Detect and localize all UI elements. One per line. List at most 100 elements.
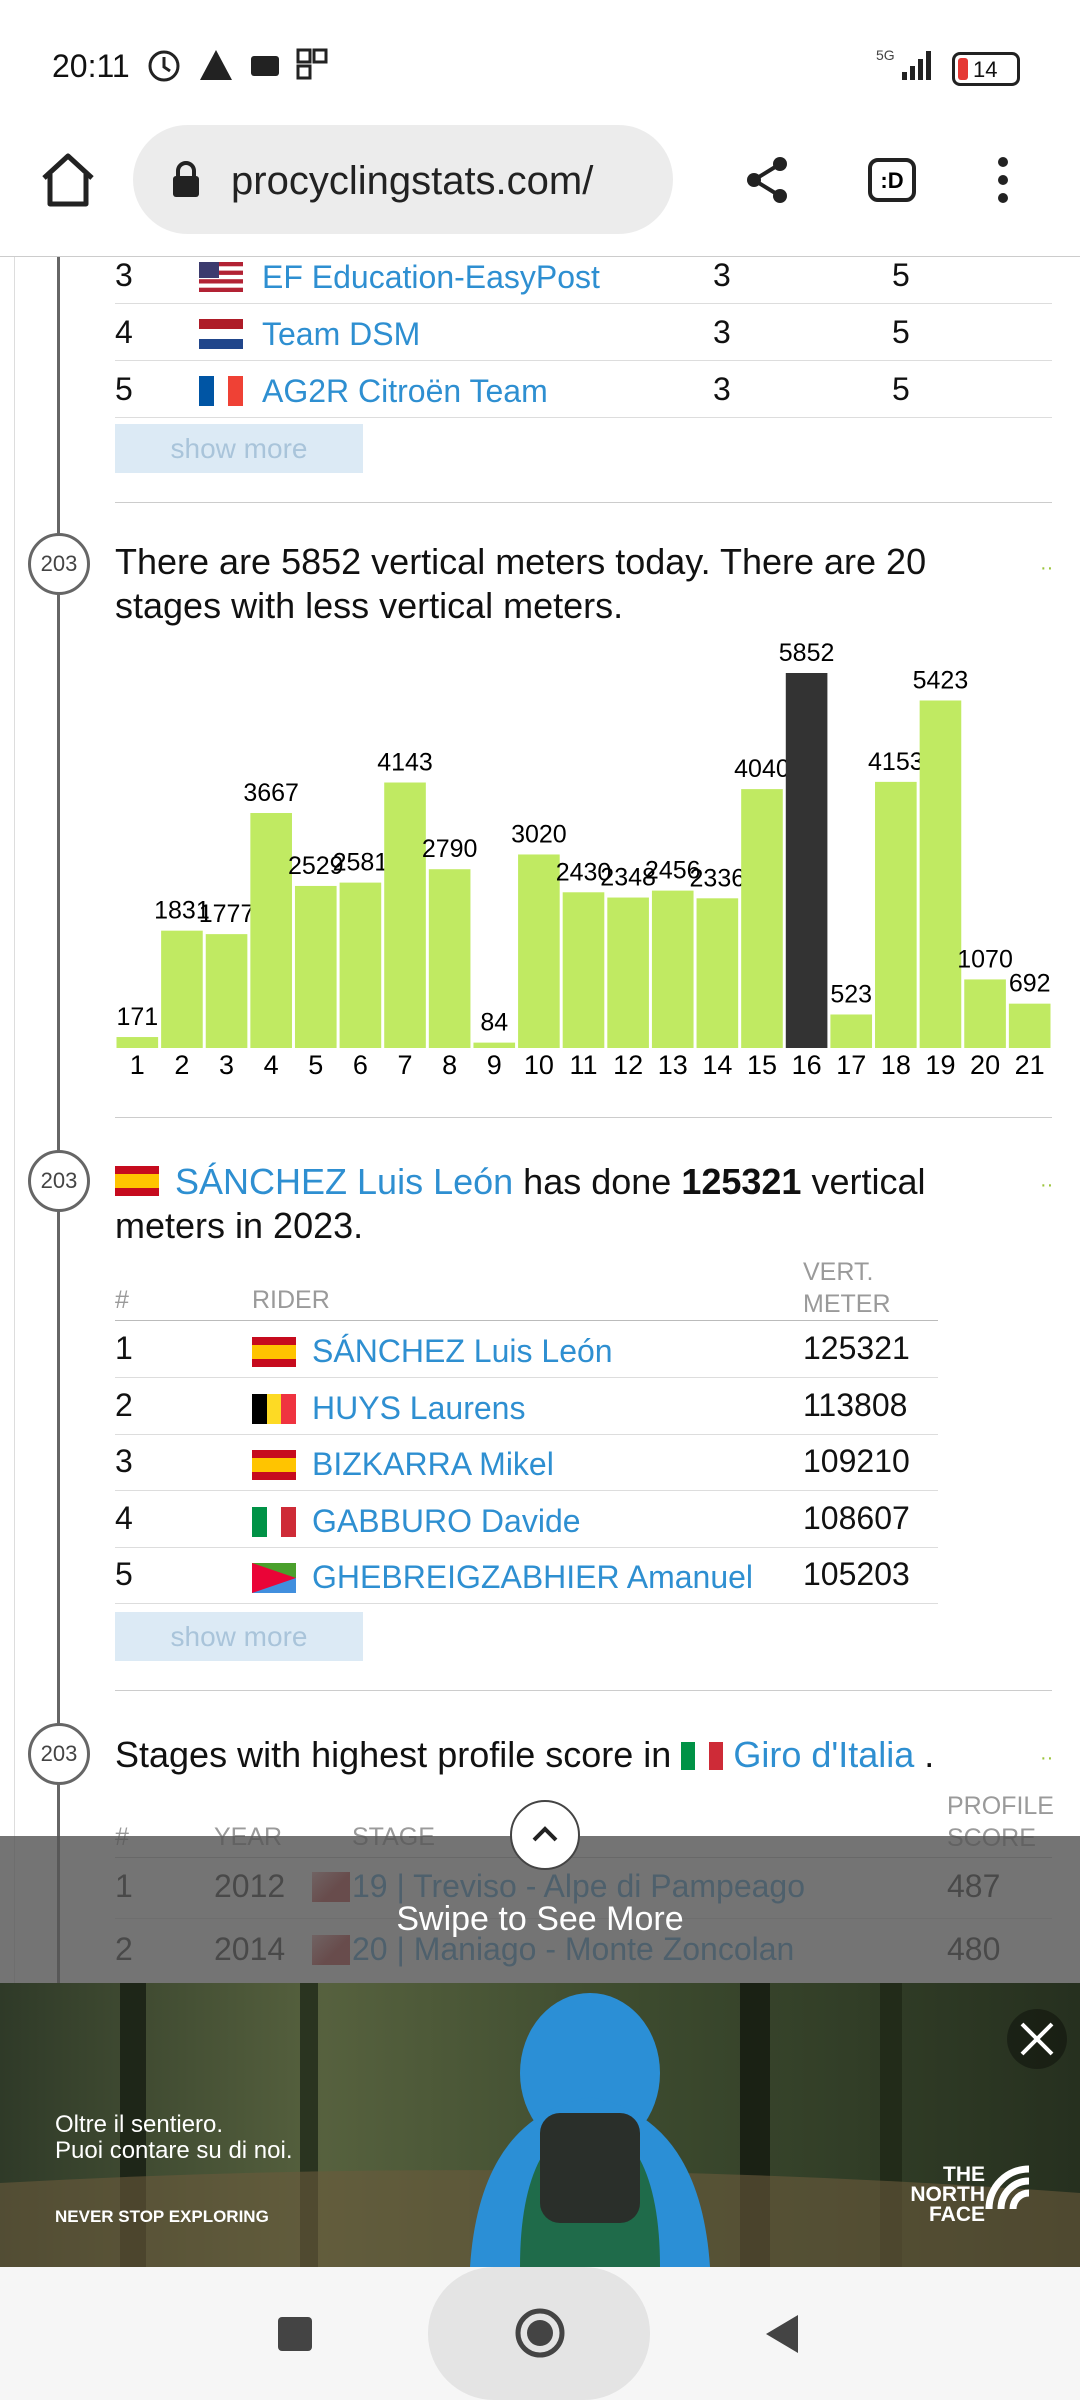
- row-line: [115, 1433, 938, 1435]
- battery: 14: [952, 52, 1020, 86]
- clock: 20:11: [52, 48, 130, 84]
- value-label: 1070: [957, 945, 1013, 973]
- team-link[interactable]: AG2R Citroën Team: [262, 373, 548, 409]
- cell: 5: [892, 257, 910, 293]
- url-bar[interactable]: procyclingstats.com/: [133, 125, 673, 234]
- value-label: 3020: [511, 820, 567, 848]
- ad-line: Puoi contare su di noi.: [55, 2137, 293, 2164]
- flag: [199, 262, 243, 292]
- flag: [252, 1337, 296, 1367]
- row-line: [115, 303, 1052, 304]
- rank: 4: [115, 314, 133, 350]
- cell: 3: [713, 314, 731, 350]
- ad-close[interactable]: [1006, 2008, 1068, 2070]
- value-label: 171: [116, 1003, 158, 1031]
- flag: [252, 1393, 296, 1424]
- swipe-text: Swipe to See More: [396, 1900, 684, 1938]
- battery-level: 14: [973, 57, 998, 82]
- card-text: Stages with highest profile score in Gir…: [115, 1733, 934, 1777]
- bar: [473, 1042, 516, 1048]
- bar: [250, 813, 292, 1048]
- race-link[interactable]: Giro d'Italia: [733, 1734, 915, 1775]
- team-link[interactable]: Team DSM: [262, 316, 421, 352]
- flag-italy: [681, 1742, 724, 1770]
- bar: [830, 1014, 873, 1048]
- x-tick-label: 20: [970, 1050, 1000, 1080]
- header-line: [115, 1320, 938, 1321]
- value-label: 2348: [600, 864, 656, 892]
- bar: [964, 979, 1006, 1048]
- flag: [252, 1506, 296, 1537]
- bar: [607, 897, 649, 1048]
- vert-meter: 113808: [803, 1386, 908, 1423]
- flag: [252, 1450, 296, 1480]
- rank: 3: [115, 257, 133, 293]
- cell: 5: [892, 314, 910, 350]
- flag-spain: [115, 1166, 159, 1196]
- vert-meter: 108607: [803, 1499, 910, 1536]
- status-icons: [148, 48, 328, 82]
- value-label: 2430: [556, 858, 612, 886]
- cell: 5: [892, 371, 910, 407]
- bar: [116, 1037, 159, 1048]
- cell: 3: [713, 371, 731, 407]
- network: 5G: [876, 47, 895, 63]
- badge: 203: [28, 533, 90, 595]
- x-tick-label: 3: [219, 1050, 234, 1080]
- show-more-button[interactable]: show more: [115, 1612, 363, 1661]
- value-label: 4153: [868, 748, 924, 776]
- ad-slogan: NEVER STOP EXPLORING: [55, 2207, 269, 2226]
- menu-dots[interactable]: ··: [1040, 1174, 1054, 1196]
- value-label: 3667: [243, 779, 299, 807]
- bar: [384, 782, 426, 1048]
- divider: [0, 256, 1080, 257]
- x-tick-label: 1: [130, 1050, 145, 1080]
- rider-link[interactable]: SÁNCHEZ Luis León: [312, 1333, 613, 1369]
- bar: [875, 781, 917, 1048]
- header: #: [115, 1286, 129, 1314]
- timeline: [57, 257, 60, 1983]
- x-tick-label: 5: [308, 1050, 323, 1080]
- rank: 1: [115, 1330, 133, 1366]
- rider-link[interactable]: GABBURO Davide: [312, 1502, 581, 1539]
- rider-link[interactable]: HUYS Laurens: [312, 1389, 526, 1426]
- vert-meter: 109210: [803, 1443, 910, 1479]
- value-label: 2336: [690, 864, 746, 892]
- row-line: [115, 360, 1052, 361]
- rider-link[interactable]: GHEBREIGZABHIER Amanuel: [312, 1559, 754, 1595]
- ad-banner[interactable]: Oltre il sentiero. Puoi contare su di no…: [0, 1983, 1080, 2267]
- x-tick-label: 18: [881, 1050, 911, 1080]
- nav-buttons[interactable]: [0, 2267, 1080, 2400]
- vert-meter: 125321: [803, 1330, 910, 1366]
- row-line: [115, 1603, 938, 1604]
- value-label: 4143: [377, 749, 433, 777]
- x-tick-label: 16: [792, 1050, 822, 1080]
- bar-chart: 1711183121777336674252952581641437279088…: [116, 639, 1050, 1080]
- x-tick-label: 9: [487, 1050, 502, 1080]
- text: vertical meters in 2023.: [115, 1161, 926, 1246]
- menu-dots[interactable]: ··: [1040, 1747, 1054, 1769]
- bar: [785, 673, 828, 1048]
- bar: [428, 869, 471, 1048]
- team-link[interactable]: EF Education-EasyPost: [262, 259, 600, 295]
- row-line: [115, 1546, 938, 1548]
- x-tick-label: 17: [836, 1050, 866, 1080]
- value-label: 84: [480, 1009, 508, 1037]
- menu-dots[interactable]: ··: [1040, 557, 1054, 579]
- text: Stages with highest profile score in: [115, 1734, 672, 1775]
- svg-text::D: :D: [880, 168, 903, 193]
- swipe-up-button[interactable]: [510, 1800, 580, 1870]
- home-button[interactable]: [38, 152, 98, 208]
- x-tick-label: 7: [398, 1050, 413, 1080]
- text: .: [924, 1734, 935, 1775]
- rider-link[interactable]: SÁNCHEZ Luis León: [175, 1161, 514, 1202]
- browser-actions[interactable]: :D: [740, 150, 1030, 210]
- ad-line: Oltre il sentiero.: [55, 2111, 224, 2138]
- signal: [902, 51, 931, 80]
- rider-link[interactable]: BIZKARRA Mikel: [312, 1446, 554, 1482]
- show-more-button[interactable]: show more: [115, 424, 363, 473]
- bar: [696, 898, 739, 1048]
- separator: [115, 1690, 1052, 1691]
- x-tick-label: 12: [613, 1050, 643, 1080]
